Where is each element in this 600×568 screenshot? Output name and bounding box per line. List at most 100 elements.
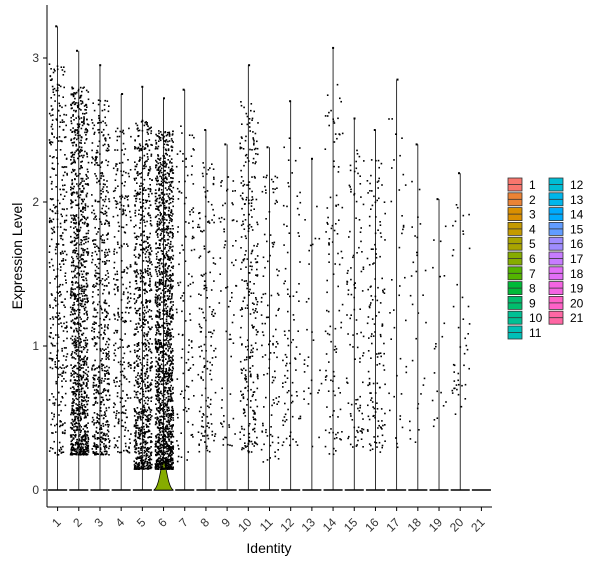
data-point (56, 157, 58, 159)
data-point (168, 277, 171, 280)
data-point (86, 327, 88, 330)
data-point (149, 383, 151, 386)
data-point (140, 398, 143, 400)
data-point (76, 441, 78, 443)
data-point (78, 391, 81, 393)
data-point (156, 381, 158, 383)
data-point (52, 307, 54, 309)
data-point (84, 344, 87, 346)
data-point (93, 374, 95, 377)
data-point (74, 322, 76, 324)
data-point (96, 367, 98, 369)
data-point (104, 256, 106, 258)
data-point (73, 357, 75, 359)
data-point (91, 369, 93, 371)
data-point (77, 115, 80, 118)
data-point (105, 438, 107, 441)
data-point (65, 325, 68, 327)
data-point (97, 145, 99, 147)
data-point (125, 449, 128, 452)
data-point (70, 294, 72, 297)
data-point (167, 371, 169, 374)
data-point (71, 439, 73, 442)
data-point (123, 361, 125, 363)
data-point (160, 213, 162, 216)
data-point (97, 453, 99, 455)
data-point (113, 248, 116, 251)
data-point (75, 295, 77, 298)
data-point (154, 450, 157, 453)
data-point (104, 302, 107, 305)
data-point (165, 300, 168, 302)
data-point (168, 175, 170, 177)
data-point (93, 330, 95, 333)
data-point (149, 367, 152, 370)
data-point (91, 448, 94, 450)
data-point (50, 258, 53, 261)
data-point (135, 274, 138, 277)
data-point (87, 272, 89, 275)
data-point (81, 290, 84, 293)
data-point (115, 206, 118, 209)
violin-group-7 (175, 88, 196, 491)
data-point (159, 422, 162, 424)
data-point (141, 301, 143, 303)
data-point (119, 338, 122, 340)
data-point (102, 352, 105, 354)
data-point (163, 194, 165, 196)
data-point (143, 462, 145, 464)
data-point (93, 109, 96, 112)
data-point (161, 318, 164, 320)
data-point (165, 339, 167, 341)
data-point (80, 177, 82, 180)
data-point (157, 367, 159, 370)
data-point (66, 208, 68, 210)
data-point (99, 317, 101, 320)
data-point (59, 373, 62, 376)
data-point (133, 415, 136, 417)
data-point (116, 202, 119, 205)
data-point (160, 363, 163, 366)
data-point (73, 310, 75, 312)
data-point (84, 413, 86, 415)
data-point (78, 422, 80, 425)
data-point (139, 467, 141, 470)
data-point (106, 420, 108, 422)
data-point (78, 369, 80, 371)
data-point (86, 297, 88, 300)
data-point (136, 424, 139, 427)
data-point (159, 418, 161, 421)
data-point (171, 237, 174, 239)
data-point (50, 79, 53, 81)
data-point (159, 287, 161, 290)
data-point (165, 200, 167, 202)
data-point (65, 282, 67, 284)
data-point (76, 129, 78, 131)
data-point (157, 207, 159, 209)
data-point (76, 183, 78, 185)
data-point (126, 297, 129, 300)
data-point (69, 314, 72, 316)
data-point (158, 201, 161, 204)
data-point (80, 258, 83, 260)
data-point (146, 425, 148, 427)
data-point (108, 445, 111, 447)
data-point (160, 419, 162, 421)
data-point (80, 190, 82, 192)
data-point (154, 301, 157, 304)
data-point (168, 198, 171, 201)
data-point (158, 457, 160, 460)
data-point (100, 401, 103, 403)
data-point (161, 371, 163, 373)
data-point (167, 349, 169, 352)
data-point (79, 442, 82, 445)
data-point (147, 375, 150, 377)
data-point (135, 165, 138, 168)
data-point (105, 205, 108, 208)
data-point (77, 416, 80, 419)
data-point (95, 451, 98, 453)
data-point (84, 128, 87, 131)
data-point (104, 424, 107, 426)
data-point (148, 245, 150, 247)
data-point (165, 441, 168, 444)
